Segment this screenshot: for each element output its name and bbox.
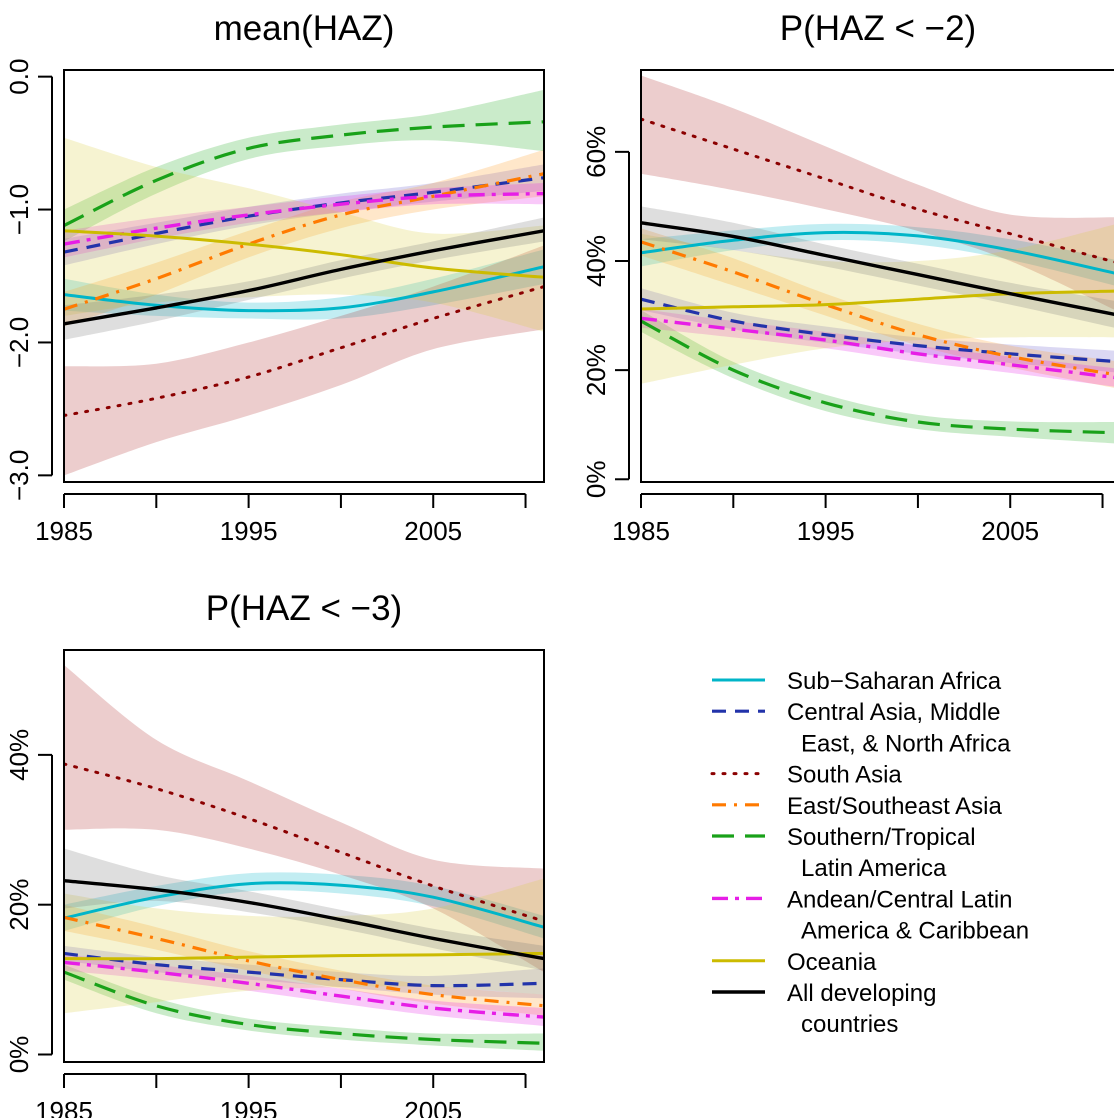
confidence-band-ssa [64, 872, 544, 939]
x-tick-label: 1995 [797, 516, 855, 546]
y-tick-label: 40% [581, 235, 611, 287]
y-tick-label: −2.0 [4, 317, 34, 368]
series-line-sa [641, 117, 1114, 264]
legend-label: Oceania [787, 949, 877, 976]
series-line-all [64, 879, 544, 961]
series-line-stla [64, 970, 544, 1045]
confidence-band-sa [64, 245, 544, 476]
x-tick-label: 2005 [404, 516, 462, 546]
confidence-band-ssa [641, 223, 1114, 286]
plot-frame [640, 69, 1114, 483]
panel-title: P(HAZ < −2) [780, 9, 976, 48]
series-line-oce [64, 951, 544, 961]
series-line-all [64, 229, 544, 326]
y-tick-label: −3.0 [4, 450, 34, 501]
confidence-band-esa [64, 904, 544, 1016]
x-tick-label: 1985 [35, 516, 93, 546]
series-line-esa [64, 915, 544, 1008]
y-tick-label: 40% [4, 729, 34, 781]
series-line-cameena [641, 297, 1114, 364]
series-line-esa [641, 240, 1114, 377]
y-tick-label: 20% [4, 879, 34, 931]
confidence-band-cameena [64, 164, 544, 266]
confidence-band-oce [64, 137, 544, 332]
series-line-aclac [64, 191, 544, 246]
x-tick-label: 1985 [612, 516, 670, 546]
y-tick-label: 0% [4, 1036, 34, 1074]
legend-label: Central Asia, Middle [787, 699, 1000, 726]
series-line-sa [64, 285, 544, 417]
y-tick-label: 0.0 [4, 59, 34, 95]
legend-label: East, & North Africa [801, 730, 1011, 757]
panel-title: mean(HAZ) [214, 9, 395, 48]
x-tick-label: 2005 [404, 1096, 462, 1118]
panel-title: P(HAZ < −3) [206, 589, 402, 628]
confidence-band-aclac [64, 183, 544, 258]
series-line-ssa [64, 881, 544, 929]
series-line-esa [64, 172, 544, 311]
x-tick-label: 1995 [220, 1096, 278, 1118]
y-tick-label: 20% [581, 344, 611, 396]
x-tick-label: 1995 [220, 516, 278, 546]
legend-label: All developing [787, 980, 936, 1007]
plot-frame [63, 649, 545, 1063]
legend-label: South Asia [787, 762, 902, 789]
confidence-band-esa [64, 149, 544, 327]
confidence-band-oce [64, 878, 544, 1014]
confidence-band-cameena [641, 288, 1114, 373]
confidence-band-sa [641, 75, 1114, 310]
confidence-band-oce [641, 224, 1114, 384]
series-line-oce [641, 289, 1114, 311]
legend-label: Latin America [801, 855, 947, 882]
series-line-ssa [64, 265, 544, 313]
y-tick-label: 60% [581, 126, 611, 178]
series-line-sa [64, 762, 544, 923]
confidence-band-all [64, 848, 544, 971]
legend-label: America & Caribbean [801, 918, 1029, 945]
panel-p-haz-lt-3: P(HAZ < −3) 1985 1995 2005 0% 20% 40% [4, 589, 545, 1118]
series-line-stla [641, 319, 1114, 435]
series-line-oce [64, 229, 544, 279]
series-line-ssa [641, 230, 1114, 275]
y-tick-label: 0% [581, 460, 611, 498]
y-tick-label: −1.0 [4, 184, 34, 235]
legend-label: Southern/Tropical [787, 824, 976, 851]
legend-label: countries [801, 1011, 898, 1038]
x-tick-label: 2005 [981, 516, 1039, 546]
confidence-band-cameena [64, 945, 544, 999]
panel-p-haz-lt-2: P(HAZ < −2) 1985 1995 2005 0% 20% 40% 60% [581, 9, 1114, 546]
legend-label: East/Southeast Asia [787, 793, 1002, 820]
legend: Sub−Saharan Africa Central Asia, Middle Ea… [710, 668, 1029, 1038]
legend-label: Sub−Saharan Africa [787, 668, 1002, 695]
series-line-cameena [64, 951, 544, 988]
confidence-band-esa [641, 228, 1114, 388]
series-line-stla [64, 120, 544, 227]
panel-mean-haz: mean(HAZ) 1985 1995 2005 0.0 −1.0 −2.0 −3.0 [4, 9, 545, 546]
legend-label: Andean/Central Latin [787, 886, 1013, 913]
plot-frame [63, 69, 545, 483]
series-line-all [641, 221, 1114, 316]
x-tick-label: 1985 [35, 1096, 93, 1118]
